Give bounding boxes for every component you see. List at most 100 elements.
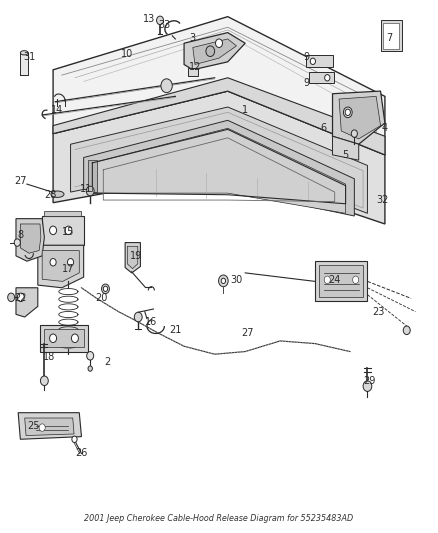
Polygon shape [16,288,38,317]
Circle shape [49,334,57,343]
Polygon shape [25,418,74,435]
Circle shape [49,226,57,235]
Circle shape [325,75,330,81]
Text: 22: 22 [14,293,27,303]
Circle shape [67,259,74,266]
Polygon shape [16,219,44,261]
Bar [383,23,399,49]
Text: 20: 20 [95,293,107,303]
Text: 5: 5 [343,150,349,160]
Circle shape [403,326,410,335]
Ellipse shape [51,191,64,197]
Circle shape [161,79,172,93]
Text: 14: 14 [51,104,64,115]
Polygon shape [20,224,41,253]
Circle shape [206,46,215,56]
Polygon shape [42,251,79,281]
Polygon shape [125,243,141,273]
Text: 2001 Jeep Cherokee Cable-Hood Release Diagram for 55235483AD: 2001 Jeep Cherokee Cable-Hood Release Di… [85,514,353,523]
Polygon shape [53,78,385,155]
Circle shape [87,352,94,360]
Text: 11: 11 [80,184,92,195]
Circle shape [102,284,110,294]
Circle shape [17,293,24,302]
Circle shape [65,226,72,235]
Text: 10: 10 [121,49,134,59]
Circle shape [40,376,48,385]
Circle shape [39,424,45,431]
Text: 30: 30 [230,275,243,285]
Circle shape [310,58,315,64]
Bar [381,20,402,51]
Bar [308,72,334,83]
Circle shape [215,39,223,47]
Text: 1: 1 [242,104,248,115]
Text: 24: 24 [328,275,341,285]
Text: 6: 6 [321,123,327,133]
Text: 15: 15 [62,227,74,237]
Polygon shape [193,39,237,64]
Bar [88,185,92,191]
Bar [44,211,81,216]
Text: 25: 25 [27,421,40,431]
Circle shape [50,259,56,266]
Circle shape [156,16,163,25]
Circle shape [353,276,359,284]
Circle shape [324,276,330,284]
Text: 32: 32 [377,195,389,205]
Polygon shape [18,413,81,439]
Text: 18: 18 [42,352,55,362]
Polygon shape [332,136,359,160]
Text: 2: 2 [105,357,111,367]
Text: 3: 3 [190,33,196,43]
Polygon shape [84,120,354,216]
Polygon shape [127,246,138,269]
Polygon shape [332,91,385,144]
Polygon shape [339,96,381,139]
Text: 28: 28 [45,190,57,200]
Text: 9: 9 [303,78,309,88]
Ellipse shape [20,51,28,55]
Circle shape [219,275,228,287]
Text: 31: 31 [23,52,35,61]
Circle shape [103,286,108,292]
Polygon shape [92,128,346,213]
Text: 7: 7 [386,33,392,43]
Text: 4: 4 [382,123,388,133]
Circle shape [88,366,92,371]
Text: 9: 9 [303,52,309,61]
Text: 23: 23 [372,306,385,317]
Polygon shape [184,33,245,70]
Text: 13: 13 [143,14,155,25]
Circle shape [134,312,142,322]
Bar [306,55,332,67]
Bar [20,53,28,75]
Polygon shape [53,17,385,155]
Polygon shape [319,265,363,297]
Text: 33: 33 [158,20,170,30]
Polygon shape [40,325,88,352]
Circle shape [363,381,372,391]
Polygon shape [38,245,84,288]
Bar [188,68,198,76]
Text: 8: 8 [17,230,23,240]
Text: 27: 27 [14,176,27,187]
Text: 26: 26 [75,448,88,457]
Text: 19: 19 [130,251,142,261]
Polygon shape [315,261,367,301]
Circle shape [221,278,226,284]
Polygon shape [71,107,367,213]
Text: 12: 12 [189,62,201,72]
Circle shape [345,109,350,116]
Polygon shape [44,329,84,348]
Polygon shape [53,91,385,224]
Circle shape [72,436,77,442]
Circle shape [86,186,94,196]
Circle shape [14,239,20,246]
Circle shape [351,130,357,138]
Polygon shape [88,160,97,192]
Text: 29: 29 [364,376,376,386]
Text: 16: 16 [145,317,157,327]
Polygon shape [42,216,84,245]
Circle shape [71,334,78,343]
